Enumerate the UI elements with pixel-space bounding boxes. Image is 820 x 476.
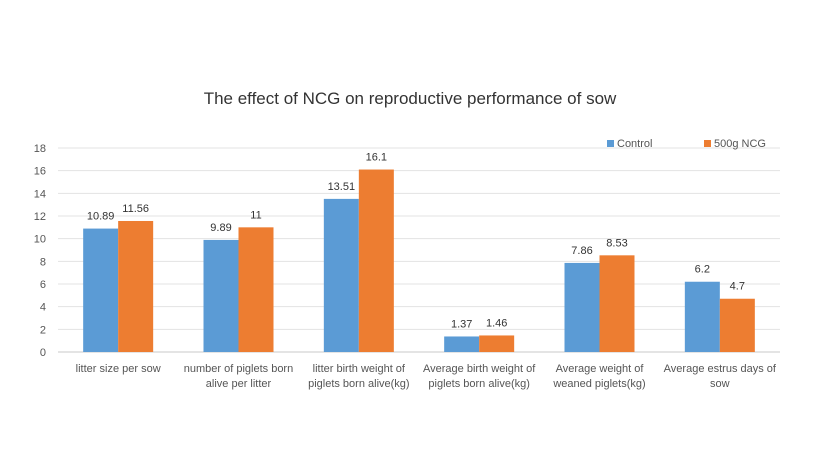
category-label: Average weight of <box>556 363 645 375</box>
bar-control <box>203 239 239 352</box>
legend-label: 500g NCG <box>714 138 766 150</box>
y-tick-label: 4 <box>40 302 46 314</box>
data-label: 13.51 <box>328 181 356 193</box>
data-labels: 10.89 9.89 13.51 1.37 7.86 6.2 11.56 11 16.1 1.46… <box>87 152 745 331</box>
data-label: 4.7 <box>730 281 745 293</box>
y-tick-label: 2 <box>40 324 46 336</box>
data-label: 11 <box>250 209 261 221</box>
bar-ncg <box>599 255 635 352</box>
bar-ncg <box>479 335 515 352</box>
gridlines <box>58 147 780 353</box>
category-label: piglets born alive(kg) <box>308 378 410 390</box>
bar-control <box>564 262 600 352</box>
category-label: piglets born alive(kg) <box>428 378 530 390</box>
bar-ncg <box>719 298 755 352</box>
x-axis-categories: litter size per sow number of piglets bor… <box>76 363 777 390</box>
legend-swatch <box>607 140 614 147</box>
data-label: 16.1 <box>366 152 387 164</box>
data-label: 8.53 <box>606 237 627 249</box>
legend-label: Control <box>617 138 652 150</box>
category-label: litter birth weight of <box>313 363 406 375</box>
legend: Control 500g NCG <box>607 138 766 150</box>
bar-control <box>684 281 720 352</box>
data-label: 1.46 <box>486 317 507 329</box>
category-label: alive per litter <box>206 378 272 390</box>
bar-control <box>323 198 359 352</box>
y-tick-label: 18 <box>34 143 46 155</box>
y-tick-label: 10 <box>34 234 46 246</box>
y-tick-label: 12 <box>34 211 46 223</box>
bars <box>83 169 755 352</box>
category-label: sow <box>710 378 730 390</box>
bar-control <box>444 336 480 352</box>
bar-ncg <box>238 227 274 352</box>
category-label: litter size per sow <box>76 363 161 375</box>
data-label: 6.2 <box>695 264 710 276</box>
bar-ncg <box>118 220 154 352</box>
category-label: number of piglets born <box>184 363 293 375</box>
bar-ncg <box>358 169 394 352</box>
y-axis-ticks: 0 2 4 6 8 10 12 14 16 18 <box>34 143 46 359</box>
data-label: 7.86 <box>571 245 592 257</box>
data-label: 9.89 <box>210 222 231 234</box>
data-label: 1.37 <box>451 318 472 330</box>
y-tick-label: 6 <box>40 279 46 291</box>
y-tick-label: 8 <box>40 256 46 268</box>
bar-control <box>83 228 119 352</box>
data-label: 11.56 <box>122 203 149 215</box>
y-tick-label: 14 <box>34 188 46 200</box>
y-tick-label: 16 <box>34 166 46 178</box>
data-label: 10.89 <box>87 211 115 223</box>
category-label: weaned piglets(kg) <box>552 378 645 390</box>
chart-title: The effect of NCG on reproductive perfor… <box>204 89 617 108</box>
legend-swatch <box>704 140 711 147</box>
y-tick-label: 0 <box>40 347 46 359</box>
category-label: Average estrus days of <box>664 363 777 375</box>
category-label: Average birth weight of <box>423 363 536 375</box>
